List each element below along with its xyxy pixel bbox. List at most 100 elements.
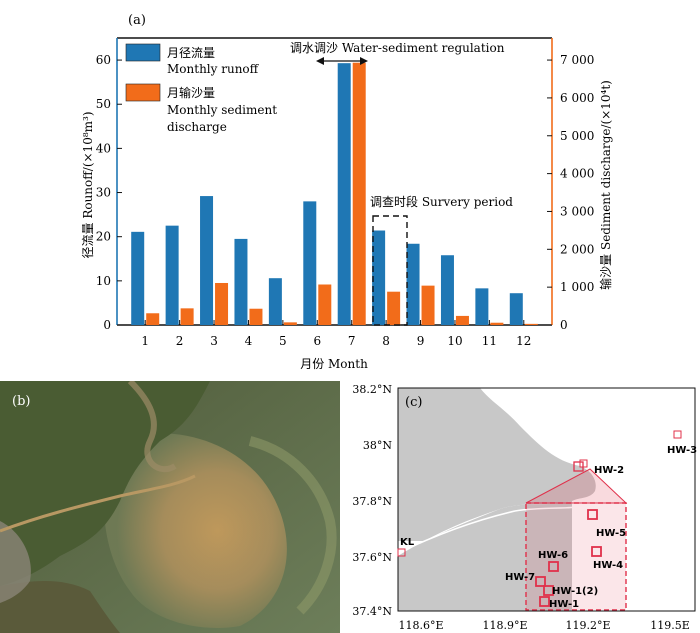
sediment-bar-2 bbox=[180, 308, 194, 325]
study-area-highlight bbox=[525, 468, 628, 504]
station-label-kl: KL bbox=[400, 537, 415, 548]
x-tick-label-9: 9 bbox=[417, 334, 425, 348]
sediment-bar-11 bbox=[490, 322, 504, 325]
station-marker-hw2b bbox=[579, 459, 588, 468]
panel-a-chart: (a) 0 10 20 30 40 50 60 0 1 000 2 000 3 000 4 000 5… bbox=[81, 13, 613, 371]
left-tick-label-30: 30 bbox=[96, 186, 111, 200]
sediment-bar-9 bbox=[421, 285, 435, 325]
y-axis-label-right: 输沙量 Sediment discharge/(×10⁴t) bbox=[598, 80, 613, 290]
lon-label-119-2: 119.2°E bbox=[565, 619, 610, 632]
river bbox=[397, 506, 579, 554]
survey-period-box bbox=[372, 215, 408, 326]
station-label-hw2: HW-2 bbox=[594, 465, 624, 476]
left-tick-label-50: 50 bbox=[96, 97, 111, 111]
runoff-bar-5 bbox=[268, 278, 282, 325]
x-tick-label-12: 12 bbox=[516, 334, 531, 348]
panel-c-map: 38.2°N 38°N 37.8°N 37.6°N 37.4°N 118.6°E… bbox=[340, 381, 700, 633]
right-tick-label-7: 7 000 bbox=[560, 53, 594, 67]
panel-a-label: (a) bbox=[128, 13, 146, 28]
left-axis-ticks: 0 10 20 30 40 50 60 bbox=[96, 53, 122, 332]
left-tick-label-20: 20 bbox=[96, 230, 111, 244]
station-label-hw6: HW-6 bbox=[538, 550, 568, 561]
satellite-image: (b) bbox=[0, 381, 340, 633]
left-tick-label-10: 10 bbox=[96, 274, 111, 288]
legend-runoff-en: Monthly runoff bbox=[167, 62, 260, 76]
right-tick-label-4: 4 000 bbox=[560, 167, 594, 181]
x-tick-label-7: 7 bbox=[348, 334, 356, 348]
legend-runoff-swatch bbox=[125, 43, 161, 62]
x-tick-label-10: 10 bbox=[447, 334, 462, 348]
bars bbox=[131, 62, 538, 325]
station-marker-hw6 bbox=[548, 561, 559, 572]
x-tick-label-1: 1 bbox=[141, 334, 149, 348]
lat-label-37-4: 37.4°N bbox=[352, 605, 392, 618]
left-tick-label-60: 60 bbox=[96, 53, 111, 67]
station-marker-hw3 bbox=[673, 430, 682, 439]
annotation-regulation: 调水调沙 Water-sediment regulation bbox=[290, 41, 505, 55]
x-axis-ticks: 1 2 3 4 5 6 7 8 9 10 11 12 bbox=[141, 320, 531, 348]
panel-b-satellite: (b) bbox=[0, 381, 340, 633]
right-tick-label-5: 5 000 bbox=[560, 129, 594, 143]
station-marker-kl bbox=[397, 548, 406, 557]
station-label-hw3: HW-3 bbox=[667, 445, 697, 456]
left-tick-label-40: 40 bbox=[96, 141, 111, 155]
runoff-bar-6 bbox=[303, 201, 317, 325]
x-axis-label: 月份 Month bbox=[300, 357, 368, 371]
station-marker-hw1 bbox=[539, 596, 550, 607]
runoff-bar-2 bbox=[165, 225, 179, 325]
lat-label-38-2: 38.2°N bbox=[352, 383, 392, 396]
station-label-hw1: HW-1 bbox=[549, 599, 579, 610]
sediment-bar-5 bbox=[283, 322, 297, 325]
sediment-bar-8 bbox=[387, 291, 401, 325]
sediment-bar-6 bbox=[318, 284, 332, 325]
right-tick-label-1: 1 000 bbox=[560, 280, 594, 294]
sediment-bar-12 bbox=[524, 323, 538, 325]
runoff-bar-1 bbox=[131, 231, 145, 325]
lon-label-118-6: 118.6°E bbox=[398, 619, 443, 632]
regulation-arrowhead-right bbox=[360, 57, 368, 65]
station-label-hw7: HW-7 bbox=[505, 572, 535, 583]
panel-c-label: (c) bbox=[405, 395, 422, 410]
right-tick-label-2: 2 000 bbox=[560, 242, 594, 256]
x-tick-label-5: 5 bbox=[279, 334, 287, 348]
x-tick-label-2: 2 bbox=[176, 334, 184, 348]
lat-label-38: 38°N bbox=[363, 439, 392, 452]
station-label-hw5: HW-5 bbox=[596, 528, 626, 539]
sediment-bar-3 bbox=[215, 282, 229, 325]
river-channel bbox=[0, 474, 196, 533]
lat-label-37-8: 37.8°N bbox=[352, 495, 392, 508]
x-tick-label-11: 11 bbox=[482, 334, 497, 348]
runoff-bar-11 bbox=[475, 288, 489, 325]
station-marker-hw1-2 bbox=[543, 585, 554, 596]
x-tick-label-8: 8 bbox=[382, 334, 390, 348]
station-marker-hw4 bbox=[591, 546, 602, 557]
land-south bbox=[0, 581, 120, 633]
runoff-bar-4 bbox=[234, 238, 248, 325]
map-land-south bbox=[398, 501, 572, 611]
regulation-arrowhead-left bbox=[316, 57, 324, 65]
annotation-survey: 调查时段 Survery period bbox=[370, 194, 513, 209]
sediment-bar-10 bbox=[455, 315, 469, 325]
left-tick-label-0: 0 bbox=[103, 318, 111, 332]
runoff-bar-12 bbox=[509, 293, 523, 325]
station-marker-hw5 bbox=[587, 509, 598, 520]
station-label-hw1-2: HW-1(2) bbox=[552, 586, 598, 597]
sediment-plume bbox=[103, 433, 287, 628]
legend-sediment-en-1: Monthly sediment bbox=[167, 103, 277, 117]
runoff-bar-8 bbox=[372, 230, 386, 325]
station-map: 38.2°N 38°N 37.8°N 37.6°N 37.4°N 118.6°E… bbox=[352, 383, 697, 632]
coastal-mudflat bbox=[127, 381, 177, 473]
right-tick-label-0: 0 bbox=[560, 318, 568, 332]
lon-label-118-9: 118.9°E bbox=[482, 619, 527, 632]
city-patch bbox=[0, 521, 31, 603]
right-tick-label-3: 3 000 bbox=[560, 204, 594, 218]
legend-sediment-en-2: discharge bbox=[167, 120, 227, 134]
right-axis-ticks: 0 1 000 2 000 3 000 4 000 5 000 6 000 7 000 bbox=[547, 53, 594, 332]
study-area-box bbox=[525, 502, 627, 611]
right-tick-label-6: 6 000 bbox=[560, 91, 594, 105]
station-label-hw4: HW-4 bbox=[593, 560, 623, 571]
legend-runoff-cn: 月径流量 bbox=[167, 46, 215, 60]
runoff-bar-9 bbox=[406, 243, 420, 325]
runoff-bar-3 bbox=[200, 196, 214, 325]
station-marker-hw7 bbox=[535, 576, 546, 587]
